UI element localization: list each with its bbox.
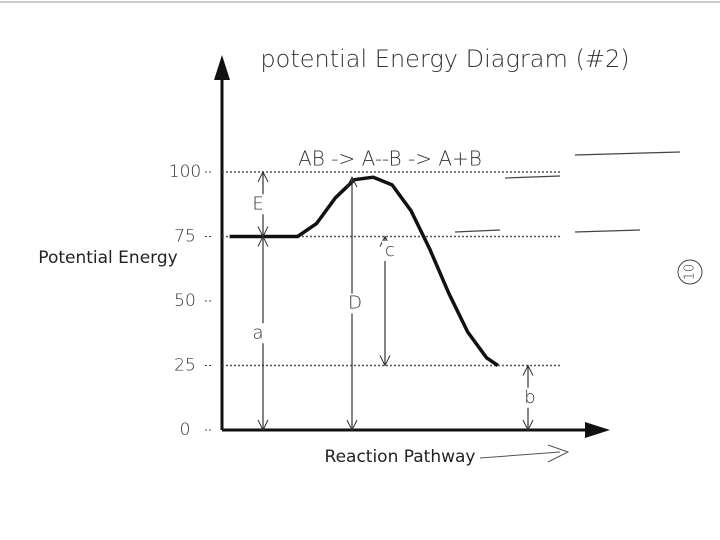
annotation-label: D (348, 293, 362, 314)
y-tick-label: 25 (174, 356, 196, 376)
y-axis-arrow (214, 55, 230, 80)
label-bg (250, 194, 266, 215)
y-tick-label: 75 (174, 227, 196, 247)
y-tick-label: 50 (174, 291, 196, 311)
label-bg (250, 323, 266, 344)
annotation-label: E (252, 193, 263, 214)
energy-curve (229, 175, 499, 367)
grade: 10 (683, 264, 698, 281)
label-bg (347, 293, 363, 314)
arrow-head (379, 355, 391, 367)
grade-circle (677, 259, 703, 285)
arrow-head (346, 419, 358, 432)
y-tick-label: 100 (169, 162, 201, 182)
x-axis-arrow (585, 422, 610, 438)
arrow-head (257, 419, 269, 432)
arrow-head (257, 170, 269, 183)
y-axis-label: Potential Energy (38, 248, 177, 268)
label-bg (522, 387, 538, 408)
x-axis-label: Reaction Pathway (325, 447, 476, 467)
arrow-head (522, 364, 534, 376)
y-tick-label: 0 (180, 420, 191, 440)
reaction-equation: AB -> A--B -> A+B (298, 147, 482, 171)
y-axis-label-text: Potential Energy (38, 248, 177, 268)
label-bg (382, 241, 398, 261)
annotation-label: c (385, 240, 395, 261)
arrow-head (522, 419, 534, 432)
annotation-label: a (252, 322, 263, 343)
annotation-label: b (524, 387, 535, 408)
chart-title: potential Energy Diagram (#2) (260, 45, 629, 73)
handwritten-blanks (454, 151, 681, 233)
arrow-head (257, 235, 269, 247)
arrow-head (346, 176, 358, 188)
handwritten-arrow (479, 444, 570, 463)
